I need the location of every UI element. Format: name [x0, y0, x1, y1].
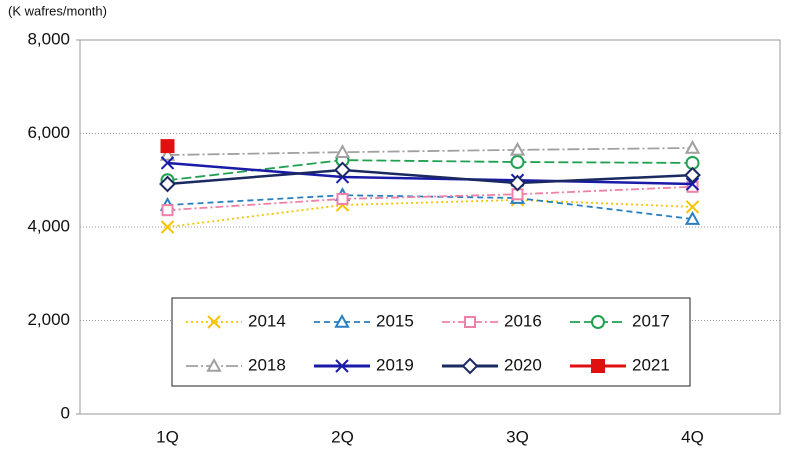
legend-label: 2017: [632, 311, 670, 330]
marker: [160, 156, 175, 170]
marker: [334, 161, 351, 179]
series-line: [167, 194, 693, 220]
y-tick-label: 0: [61, 403, 70, 422]
legend-label: 2018: [248, 355, 286, 374]
series-line: [167, 185, 693, 212]
legend-label: 2019: [376, 355, 414, 374]
x-tick-label: 2Q: [331, 427, 354, 446]
marker: [685, 177, 700, 191]
marker: [206, 357, 222, 372]
series-line: [167, 147, 693, 156]
marker: [591, 359, 605, 373]
x-tick-label: 1Q: [156, 427, 179, 446]
marker: [509, 174, 526, 192]
marker: [160, 139, 175, 154]
marker: [464, 316, 476, 328]
marker: [334, 313, 350, 328]
series-line: [167, 161, 693, 186]
series-line: [167, 198, 693, 228]
marker: [461, 357, 479, 375]
legend-label: 2021: [632, 355, 670, 374]
marker: [207, 315, 221, 329]
marker: [510, 155, 525, 170]
marker: [160, 220, 175, 234]
y-tick-label: 6,000: [27, 123, 70, 142]
marker: [684, 210, 701, 225]
y-tick-label: 4,000: [27, 216, 70, 235]
y-axis-label: (K wafres/month): [8, 3, 107, 18]
legend-label: 2020: [504, 355, 542, 374]
x-tick-label: 3Q: [506, 427, 529, 446]
legend-label: 2015: [376, 311, 414, 330]
marker: [334, 144, 351, 158]
marker: [335, 359, 349, 373]
x-tick-label: 4Q: [681, 427, 704, 446]
legend: 2014 2015 2016 2017 2018 2019 2020 2021: [171, 297, 691, 387]
marker: [509, 141, 526, 156]
y-tick-label: 2,000: [27, 310, 70, 329]
series-line: [167, 168, 693, 186]
marker: [591, 315, 605, 329]
y-tick-label: 8,000: [27, 29, 70, 48]
marker: [685, 200, 700, 214]
marker: [684, 166, 701, 184]
marker: [159, 146, 176, 161]
marker: [336, 192, 349, 205]
marker: [684, 139, 701, 154]
marker: [159, 175, 176, 193]
marker: [161, 204, 174, 217]
legend-label: 2014: [248, 311, 286, 330]
legend-label: 2016: [504, 311, 542, 330]
